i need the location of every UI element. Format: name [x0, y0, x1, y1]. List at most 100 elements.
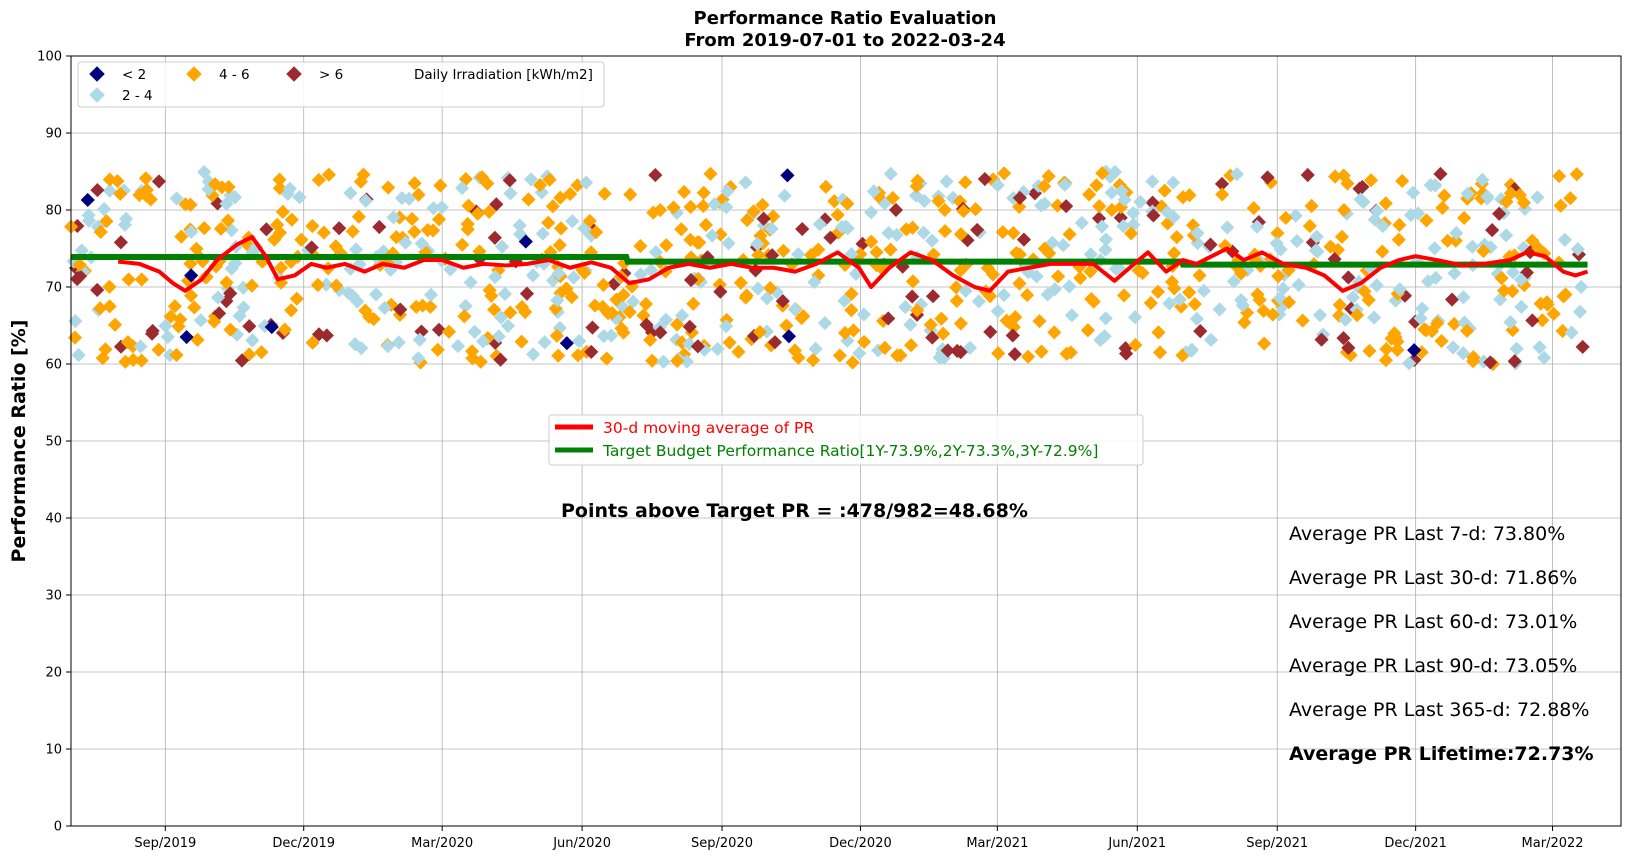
pr-scatter-point	[674, 222, 689, 237]
pr-scatter-point	[358, 303, 373, 318]
pr-scatter-point	[690, 235, 705, 250]
pr-scatter-point	[752, 324, 768, 340]
chart-title: Performance Ratio Evaluation	[694, 8, 997, 29]
pr-scatter-point	[197, 221, 212, 236]
pr-scatter-point	[525, 268, 541, 283]
pr-scatter-point	[775, 294, 790, 309]
pr-scatter-point	[134, 272, 149, 287]
pr-scatter-point	[249, 239, 264, 254]
pr-scatter-point	[1302, 218, 1317, 234]
pr-scatter-point	[710, 341, 725, 357]
pr-scatter-point	[1145, 195, 1160, 210]
pr-scatter-point	[319, 277, 334, 292]
pr-scatter-point	[985, 267, 1001, 282]
pr-scatter-point	[796, 309, 811, 324]
pr-scatter-point	[1094, 219, 1110, 234]
pr-scatter-point	[310, 277, 325, 293]
pr-scatter-point	[356, 167, 371, 182]
pr-scatter-point	[245, 333, 260, 348]
pr-scatter-point	[294, 232, 309, 247]
pr-scatter-point	[738, 290, 753, 305]
pr-scatter-point	[1215, 187, 1230, 202]
irradiation-legend: < 2 4 - 6 > 6 2 - 4 Daily Irradiation [kWh/…	[77, 61, 605, 108]
pr-scatter-point	[220, 213, 236, 228]
pr-scatter-point	[767, 335, 783, 350]
pr-scatter-point	[1530, 190, 1545, 205]
pr-scatter-point	[807, 274, 822, 290]
pr-scatter-point	[454, 181, 470, 196]
pr-scatter-point	[407, 176, 422, 191]
pr-scatter-point	[1295, 313, 1310, 328]
pr-scatter-point	[645, 353, 660, 368]
pr-scatter-point	[937, 224, 953, 239]
pr-scatter-point	[953, 316, 968, 331]
pr-scatter-point	[366, 311, 381, 327]
pr-scatter-point	[284, 303, 299, 318]
pr-scatter-point	[541, 215, 556, 230]
pr-scatter-point	[766, 209, 781, 224]
pr-scatter-point	[1362, 343, 1377, 359]
pr-scatter-point	[832, 348, 847, 363]
pr-scatter-point	[983, 324, 998, 339]
pr-scatter-point	[433, 178, 448, 193]
pr-scatter-point	[940, 343, 955, 358]
pr-scatter-point	[866, 184, 881, 199]
y-tick-label: 10	[45, 743, 62, 758]
pr-scatter-point	[1192, 268, 1207, 283]
pr-scatter-point	[1483, 355, 1498, 370]
pr-scatter-point	[720, 184, 735, 199]
pr-scatter-point	[856, 334, 872, 350]
pr-scatter-point	[905, 274, 920, 289]
pr-scatter-point	[463, 275, 478, 290]
y-tick-label: 70	[45, 281, 62, 296]
pr-scatter-point	[158, 318, 173, 334]
pr-scatter-point	[151, 174, 167, 189]
pr-scatter-point	[595, 299, 610, 314]
pr-scatter-point	[1449, 226, 1464, 241]
pr-scatter-point	[1229, 167, 1244, 182]
pr-scatter-point	[167, 299, 182, 314]
pr-scatter-point	[604, 328, 619, 343]
pr-scatter-point	[806, 353, 821, 368]
pr-scatter-point	[1196, 283, 1211, 298]
pr-scatter-point	[1182, 285, 1197, 300]
avg-pr-7d: Average PR Last 7-d: 73.80%	[1289, 523, 1565, 545]
pr-scatter-point	[1379, 342, 1394, 357]
pr-scatter-point	[990, 304, 1005, 319]
pr-scatter-point	[272, 172, 287, 187]
pr-scatter-point	[1535, 313, 1550, 328]
y-tick-label: 20	[45, 666, 62, 681]
pr-scatter-point	[1314, 332, 1329, 347]
x-tick-label: Mar/2021	[966, 836, 1028, 851]
pr-scatter-point	[1162, 296, 1177, 311]
pr-scatter-point	[1273, 242, 1288, 257]
pr-scatter-point	[1184, 343, 1199, 359]
pr-scatter-point	[869, 245, 884, 260]
pr-scatter-point	[1098, 311, 1113, 326]
pr-scatter-point	[683, 199, 698, 215]
pr-scatter-point	[653, 325, 668, 340]
pr-scatter-point	[178, 197, 193, 212]
pr-scatter-point	[190, 332, 205, 347]
pr-scatter-point	[1257, 336, 1272, 351]
pr-scatter-point	[572, 334, 587, 349]
pr-scatter-point	[134, 353, 149, 368]
pr-scatter-point	[997, 166, 1012, 181]
avg-pr-90d: Average PR Last 90-d: 73.05%	[1289, 655, 1577, 677]
pr-scatter-point	[597, 186, 612, 201]
pr-scatter-point	[475, 334, 491, 349]
pr-scatter-point	[750, 236, 765, 252]
x-tick-label: Mar/2022	[1522, 836, 1584, 851]
pr-scatter-point	[817, 316, 832, 331]
pr-scatter-point	[482, 283, 497, 298]
pr-scatter-point	[970, 222, 985, 237]
pr-scatter-point	[1086, 294, 1101, 309]
pr-scatter-point	[1189, 311, 1204, 326]
pr-scatter-point	[460, 222, 475, 237]
pr-scatter-point	[213, 221, 229, 236]
pr-scatter-point	[1336, 331, 1351, 346]
pr-scatter-point	[550, 293, 565, 308]
pr-scatter-point	[423, 287, 439, 302]
pr-scatter-point	[932, 350, 947, 365]
pr-scatter-point	[837, 325, 853, 341]
